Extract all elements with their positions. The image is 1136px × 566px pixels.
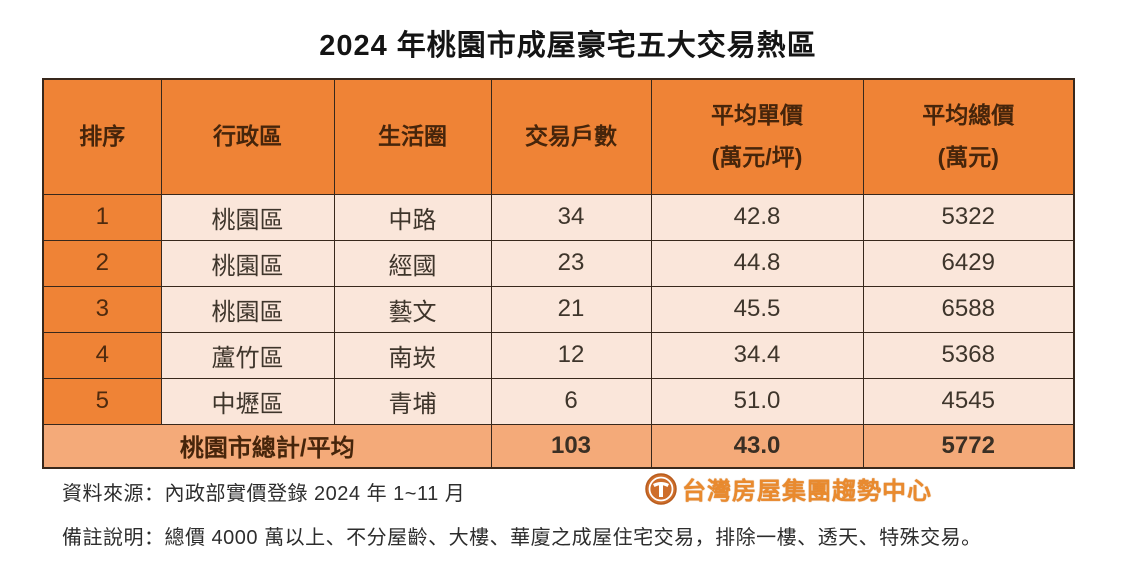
total-avg-total-price-cell: 5772 [862, 423, 1075, 469]
area-cell: 藝文 [333, 285, 492, 333]
rank-cell: 1 [42, 193, 162, 241]
transactions-table: 排序 行政區 生活圈 交易戶數 平均單價 (萬元/坪) 平均總價 (萬元) [42, 78, 1075, 469]
header-label: 生活圈 [378, 123, 447, 150]
header-label: 平均總價 [922, 102, 1015, 129]
area-cell: 經國 [333, 239, 492, 287]
header-label: 平均單價 [711, 102, 803, 129]
district-cell: 蘆竹區 [160, 331, 335, 379]
avg-total-price-cell: 4545 [862, 377, 1075, 425]
header-label: 行政區 [213, 123, 282, 150]
avg-total-price-cell: 6588 [862, 285, 1075, 333]
avg-unit-price-cell: 44.8 [650, 239, 864, 287]
remark-note: 備註說明：總價 4000 萬以上、不分屋齡、大樓、華廈之成屋住宅交易，排除一樓、… [62, 527, 982, 549]
brand-logo-text: 台灣房屋集團趨勢中心 [682, 478, 932, 505]
district-cell: 桃園區 [160, 285, 335, 333]
total-avg-unit-price-cell: 43.0 [650, 423, 864, 469]
table-row: 1 桃園區 中路 34 42.8 5322 [42, 193, 1075, 241]
total-label-cell: 桃園市總計/平均 [42, 423, 492, 469]
table-total-row: 桃園市總計/平均 103 43.0 5772 [42, 423, 1075, 469]
district-cell: 中壢區 [160, 377, 335, 425]
transactions-cell: 12 [490, 331, 652, 379]
transactions-cell: 34 [490, 193, 652, 241]
data-source-note: 資料來源：內政部實價登錄 2024 年 1~11 月 [62, 483, 466, 505]
header-living-circle: 生活圈 [333, 78, 492, 195]
header-transactions: 交易戶數 [490, 78, 652, 195]
table-row: 5 中壢區 青埔 6 51.0 4545 [42, 377, 1075, 425]
header-avg-unit-price: 平均單價 (萬元/坪) [650, 78, 864, 195]
area-cell: 中路 [333, 193, 492, 241]
avg-unit-price-cell: 34.4 [650, 331, 864, 379]
header-rank: 排序 [42, 78, 162, 195]
district-cell: 桃園區 [160, 193, 335, 241]
avg-unit-price-cell: 45.5 [650, 285, 864, 333]
transactions-cell: 23 [490, 239, 652, 287]
avg-unit-price-cell: 51.0 [650, 377, 864, 425]
area-cell: 南崁 [333, 331, 492, 379]
page-title: 2024 年桃園市成屋豪宅五大交易熱區 [319, 30, 817, 62]
header-district: 行政區 [160, 78, 335, 195]
header-unit-note: (萬元/坪) [711, 143, 803, 170]
rank-cell: 3 [42, 285, 162, 333]
header-label: 排序 [79, 123, 126, 150]
header-unit-note: (萬元) [937, 143, 999, 170]
rank-cell: 4 [42, 331, 162, 379]
brand-logo: 台灣房屋集團趨勢中心 [645, 471, 932, 506]
rank-cell: 5 [42, 377, 162, 425]
table-row: 3 桃園區 藝文 21 45.5 6588 [42, 285, 1075, 333]
total-transactions-cell: 103 [490, 423, 652, 469]
rank-cell: 2 [42, 239, 162, 287]
transactions-cell: 6 [490, 377, 652, 425]
avg-total-price-cell: 5322 [862, 193, 1075, 241]
avg-unit-price-cell: 42.8 [650, 193, 864, 241]
area-cell: 青埔 [333, 377, 492, 425]
table-header-row: 排序 行政區 生活圈 交易戶數 平均單價 (萬元/坪) 平均總價 (萬元) [42, 78, 1075, 195]
avg-total-price-cell: 5368 [862, 331, 1075, 379]
avg-total-price-cell: 6429 [862, 239, 1075, 287]
transactions-cell: 21 [490, 285, 652, 333]
taiwan-housing-logo-icon [645, 472, 677, 505]
district-cell: 桃園區 [160, 239, 335, 287]
header-avg-total-price: 平均總價 (萬元) [862, 78, 1075, 195]
table-row: 2 桃園區 經國 23 44.8 6429 [42, 239, 1075, 287]
header-label: 交易戶數 [525, 123, 617, 150]
table-row: 4 蘆竹區 南崁 12 34.4 5368 [42, 331, 1075, 379]
